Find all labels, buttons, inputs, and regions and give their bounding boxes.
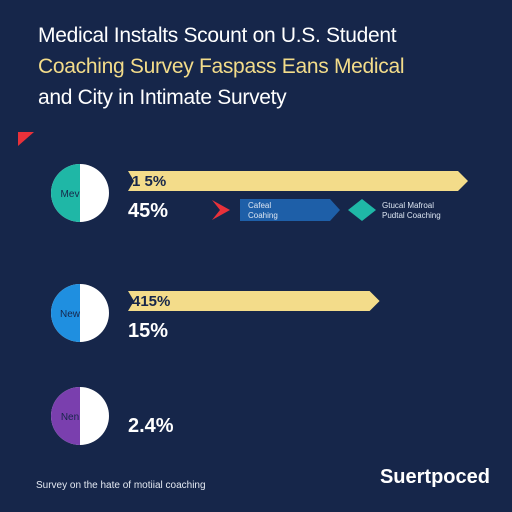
- row-circle-label: New: [60, 309, 81, 320]
- legend-swatch-blue: [240, 199, 340, 221]
- row-percent-label: 2.4%: [128, 415, 174, 437]
- row-circle-label: Nen: [61, 412, 79, 423]
- row-percent-label: 15%: [128, 320, 168, 342]
- row-circle-segment: [51, 387, 80, 445]
- row-bar-label: 1 5%: [132, 173, 166, 190]
- row-bar: [128, 291, 380, 311]
- chart-title: Medical Instalts Scount on U.S. Student …: [38, 20, 488, 113]
- row-bar-label: 415%: [132, 293, 170, 310]
- legend-label-2: Gtucal Mafroal: [382, 201, 434, 210]
- row-percent-label: 45%: [128, 200, 168, 222]
- legend-label-1: Cafeаl: [248, 201, 271, 210]
- title-line-1: Medical Instalts Scount on U.S. Student: [38, 24, 397, 47]
- row-1: New 415% 15%: [51, 284, 380, 342]
- row-circle-segment: [51, 284, 80, 342]
- title-line-3: and City in Intimate Survety: [38, 86, 287, 109]
- row-0: Mev 1 5% 45%: [51, 164, 468, 222]
- legend-marker-teal: [348, 199, 376, 221]
- rows-layer: Mev 1 5% 45% New 415% 15% Nen 2.4%: [51, 164, 468, 445]
- brand-logo-text: Suertpoced: [379, 466, 490, 488]
- corner-marker: [18, 132, 34, 146]
- legend-label-2b: Pudtal Coaching: [382, 211, 441, 220]
- legend-label-1b: Coahing: [248, 211, 278, 220]
- row-circle-label: Mev: [61, 189, 80, 200]
- row-circle-segment: [51, 164, 80, 222]
- row-2: Nen 2.4%: [51, 387, 174, 445]
- footnote: Survey on the hate of motiial coaching: [36, 480, 206, 491]
- title-line-2: Coaching Survey Faspass Eans Medical: [38, 55, 405, 78]
- row-bar: [128, 171, 468, 191]
- legend-marker-red: [212, 200, 230, 220]
